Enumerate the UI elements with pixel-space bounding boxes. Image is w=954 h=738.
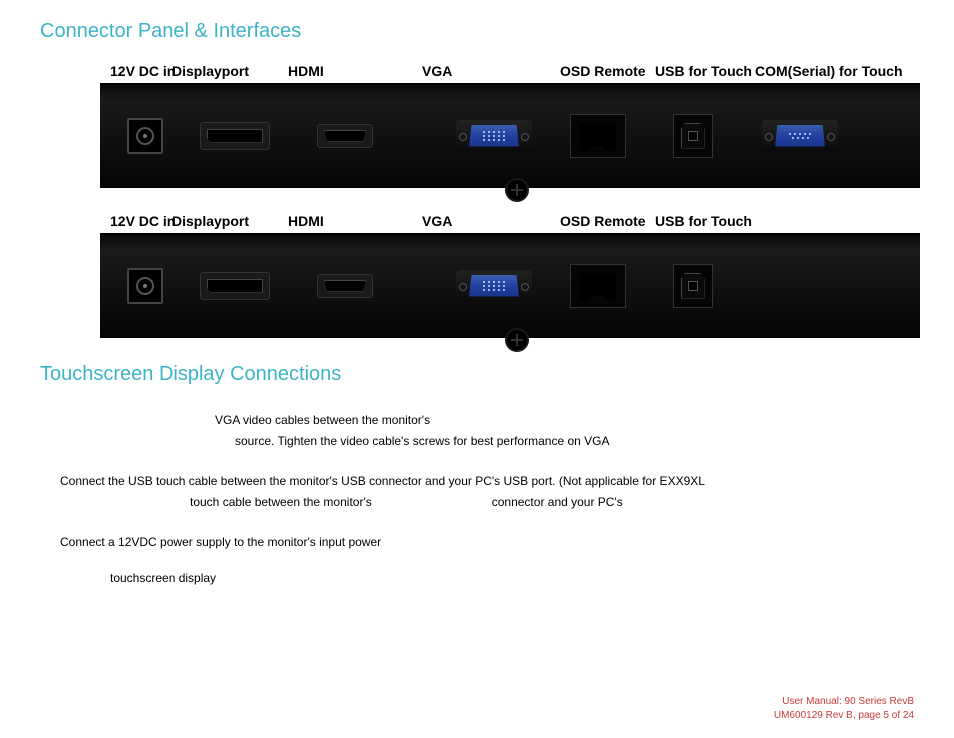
- label-hdmi: HDMI: [288, 63, 422, 79]
- label-displayport: Displayport: [172, 63, 288, 79]
- port-rj45-osd: [550, 264, 645, 308]
- label-vga: VGA: [422, 213, 560, 229]
- port-vga: [400, 270, 550, 302]
- paragraph-touch-cable: touch cable between the monitor's connect…: [190, 493, 914, 511]
- label-com-serial: COM(Serial) for Touch: [755, 63, 903, 79]
- screw-icon: [505, 328, 529, 352]
- paragraph-display: touchscreen display: [110, 569, 914, 587]
- label-usb-touch: USB for Touch: [655, 213, 752, 229]
- panel2-labels: 12V DC in Displayport HDMI VGA OSD Remot…: [100, 213, 914, 229]
- label-usb-touch: USB for Touch: [655, 63, 755, 79]
- footer-line2: UM600129 Rev B, page 5 of 24: [774, 709, 914, 723]
- port-com-serial: [740, 120, 860, 152]
- port-vga: [400, 120, 550, 152]
- port-hdmi: [290, 274, 400, 298]
- port-rj45-osd: [550, 114, 645, 158]
- label-osd-remote: OSD Remote: [560, 63, 655, 79]
- paragraph-touch-cable-a: touch cable between the monitor's: [190, 495, 372, 509]
- section-heading-connectors: Connector Panel & Interfaces: [40, 20, 914, 43]
- panel1-strip: [100, 83, 920, 188]
- label-vga: VGA: [422, 63, 560, 79]
- label-12v-dc: 12V DC in: [110, 213, 172, 229]
- label-displayport: Displayport: [172, 213, 288, 229]
- connector-panel-1: 12V DC in Displayport HDMI VGA OSD Remot…: [100, 63, 914, 188]
- paragraph-usb-touch: Connect the USB touch cable between the …: [60, 472, 914, 490]
- page-footer: User Manual: 90 Series RevB UM600129 Rev…: [774, 695, 914, 723]
- port-hdmi: [290, 124, 400, 148]
- footer-line1: User Manual: 90 Series RevB: [774, 695, 914, 709]
- paragraph-power: Connect a 12VDC power supply to the moni…: [60, 533, 914, 551]
- screw-icon: [505, 178, 529, 202]
- port-displayport: [180, 272, 290, 300]
- port-usb-b: [645, 264, 740, 308]
- paragraph-tighten: source. Tighten the video cable's screws…: [235, 432, 914, 450]
- label-osd-remote: OSD Remote: [560, 213, 655, 229]
- port-usb-b: [645, 114, 740, 158]
- port-dc-jack: [110, 268, 180, 304]
- connector-panel-2: 12V DC in Displayport HDMI VGA OSD Remot…: [100, 213, 914, 338]
- label-hdmi: HDMI: [288, 213, 422, 229]
- label-12v-dc: 12V DC in: [110, 63, 172, 79]
- panel1-labels: 12V DC in Displayport HDMI VGA OSD Remot…: [100, 63, 914, 79]
- paragraph-vga-cables: VGA video cables between the monitor's: [215, 411, 914, 429]
- port-dc-jack: [110, 118, 180, 154]
- paragraph-touch-cable-b: connector and your PC's: [492, 495, 623, 509]
- panel2-strip: [100, 233, 920, 338]
- section-heading-touchscreen: Touchscreen Display Connections: [40, 363, 914, 386]
- port-displayport: [180, 122, 290, 150]
